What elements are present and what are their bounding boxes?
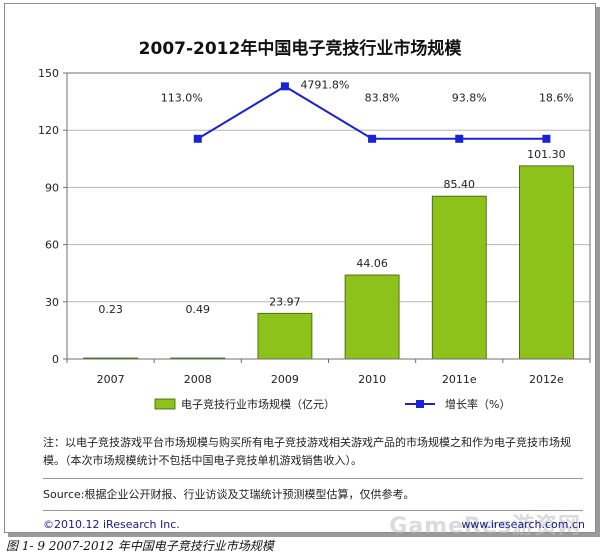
x-tick-label: 2010 (358, 373, 386, 386)
growth-rate-label: 113.0% (161, 92, 203, 105)
source-note: Source:根据企业公开财报、行业访谈及艾瑞统计预测模型估算，仅供参考。 (43, 488, 415, 501)
bar (257, 312, 313, 360)
y-tick-label: 0 (52, 353, 59, 366)
x-tick-label: 2007 (97, 373, 125, 386)
x-tick-label: 2012e (529, 373, 564, 386)
bar (519, 165, 574, 360)
y-tick-label: 30 (45, 296, 59, 309)
x-tick-label: 2011e (442, 373, 477, 386)
bar-data-label: 101.30 (527, 148, 566, 161)
bar-data-label: 85.40 (444, 178, 476, 191)
bar-data-label: 0.23 (98, 303, 123, 316)
bar (344, 274, 400, 360)
website-link[interactable]: www.iresearch.com.cn (461, 518, 585, 531)
bar-data-label: 23.97 (269, 295, 301, 308)
growth-rate-label: 18.6% (539, 92, 574, 105)
growth-rate-marker (280, 82, 289, 91)
y-tick-label: 90 (45, 181, 59, 194)
growth-rate-marker (193, 134, 202, 143)
bar-data-label: 0.49 (186, 303, 211, 316)
y-tick-label: 120 (38, 124, 59, 137)
bar (431, 195, 487, 360)
figure-caption: 图 1- 9 2007-2012 年中国电子竞技行业市场规模 (6, 539, 274, 553)
growth-rate-label: 4791.8% (300, 78, 349, 91)
chart-note: 注：以电子竞技游戏平台市场规模与购买所有电子竞技游戏相关游戏产品的市场规模之和作… (43, 436, 571, 467)
growth-rate-marker (542, 134, 551, 143)
copyright: ©2010.12 iResearch Inc. (43, 518, 180, 531)
growth-rate-label: 93.8% (452, 92, 487, 105)
chart-title: 2007-2012年中国电子竞技行业市场规模 (138, 39, 462, 59)
x-tick-label: 2008 (184, 373, 212, 386)
legend-swatch-bar (154, 398, 176, 410)
chart-svg: 0.23 0.49 23.97 44.06 85.40 101.30 113.0% 4791… (38, 67, 591, 411)
divider (43, 510, 583, 511)
legend-label-line: 增长率（%） (445, 397, 510, 411)
growth-rate-marker (368, 134, 377, 143)
growth-rate-label: 83.8% (365, 92, 400, 105)
divider (43, 478, 583, 479)
legend-swatch-marker (416, 400, 424, 408)
growth-rate-marker (455, 134, 464, 143)
watermark: GameRes游资网 (389, 514, 581, 539)
bar-data-label: 44.06 (356, 257, 388, 270)
y-tick-label: 150 (38, 67, 59, 80)
y-tick-label: 60 (45, 239, 59, 252)
chart-frame: 2007-2012年中国电子竞技行业市场规模 0.23 0.49 23.97 44.0… (4, 3, 596, 539)
x-tick-label: 2009 (271, 373, 299, 386)
plot-area-border (66, 72, 591, 360)
legend-label-bar: 电子竞技行业市场规模（亿元） (181, 397, 335, 411)
